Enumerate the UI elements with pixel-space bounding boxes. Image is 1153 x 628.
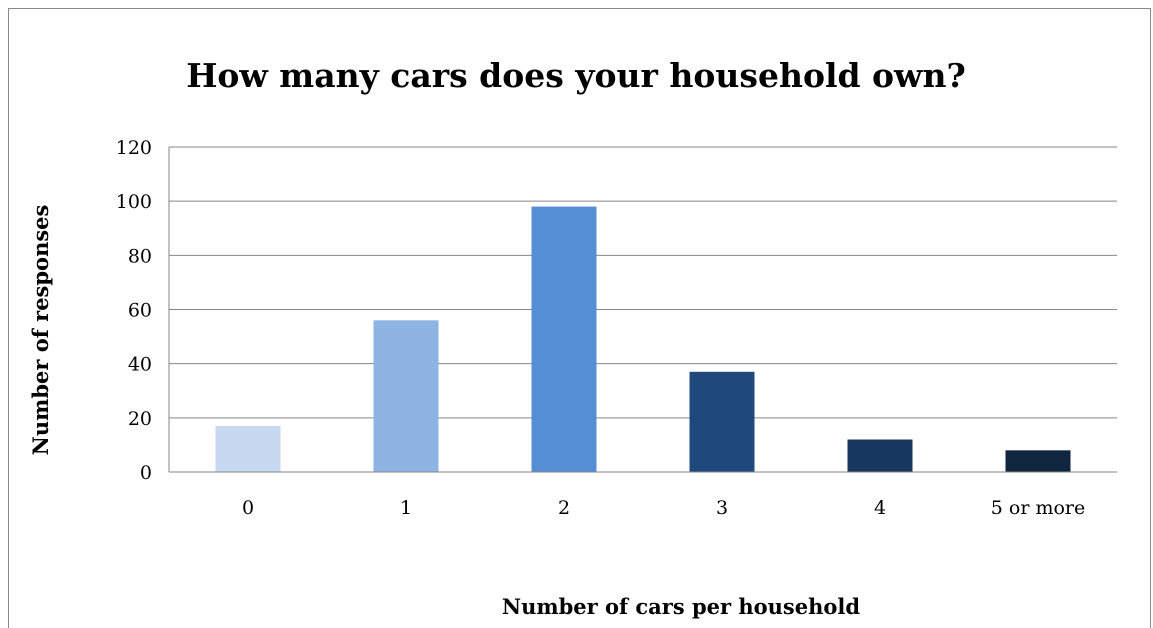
bar [373, 320, 439, 472]
y-tick-label: 0 [140, 462, 152, 484]
bar [847, 439, 913, 472]
y-axis-title: Number of responses [28, 205, 53, 456]
x-axis-ticks: 0 1 2 3 4 5 or more [242, 497, 1085, 519]
y-tick-label: 60 [128, 300, 152, 322]
chart-title: How many cars does your household own? [186, 56, 966, 95]
x-tick-label: 0 [242, 497, 254, 519]
x-tick-label: 4 [874, 497, 886, 519]
x-tick-label: 5 or more [991, 497, 1085, 519]
bar [531, 206, 597, 473]
y-tick-label: 120 [116, 137, 152, 159]
x-axis-title: Number of cars per household [502, 594, 860, 619]
bar [1005, 450, 1071, 472]
y-axis-ticks: 0 20 40 60 80 100 120 [116, 137, 152, 484]
x-tick-label: 3 [716, 497, 728, 519]
bar [689, 371, 755, 472]
x-tick-label: 1 [400, 497, 412, 519]
x-tick-label: 2 [558, 497, 570, 519]
y-tick-label: 100 [116, 191, 152, 213]
y-tick-label: 20 [128, 408, 152, 430]
gridlines [169, 146, 1117, 419]
y-tick-label: 80 [128, 245, 152, 267]
y-tick-label: 40 [128, 354, 152, 376]
bar [215, 425, 281, 472]
bars [215, 206, 1071, 473]
